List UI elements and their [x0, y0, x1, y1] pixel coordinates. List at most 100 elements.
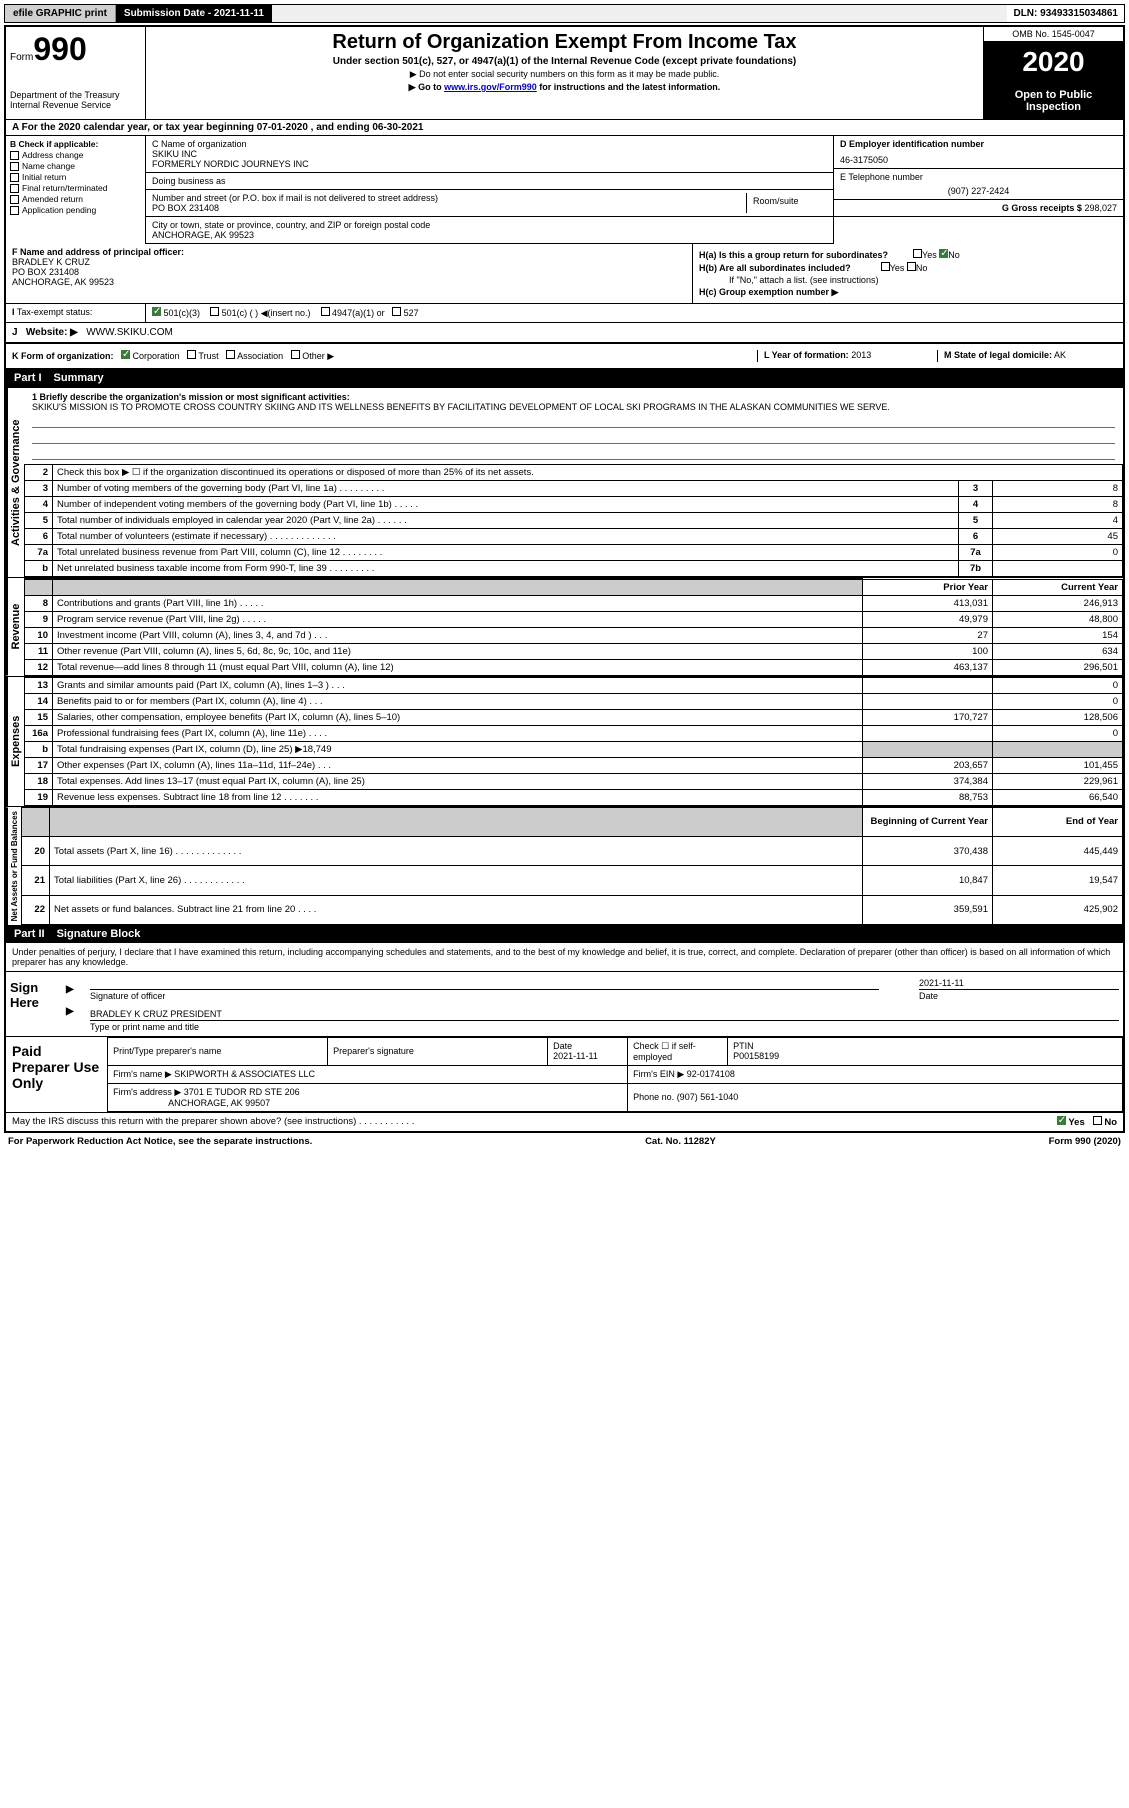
chk-527[interactable] [392, 307, 401, 316]
l-value: 2013 [851, 350, 871, 360]
prep-name-label: Print/Type preparer's name [113, 1046, 322, 1056]
prep-date: 2021-11-11 [553, 1051, 622, 1061]
box-c: C Name of organization SKIKU INC FORMERL… [146, 136, 833, 244]
city-value: ANCHORAGE, AK 99523 [152, 230, 827, 240]
box-k: K Form of organization: Corporation Trus… [12, 350, 757, 362]
org-name-label: C Name of organization [152, 139, 827, 149]
vert-activities-governance: Activities & Governance [6, 388, 24, 577]
cat-no: Cat. No. 11282Y [645, 1136, 716, 1147]
box-f: F Name and address of principal officer:… [6, 244, 693, 303]
chk-501c3[interactable] [152, 307, 161, 316]
paid-preparer-label: Paid Preparer Use Only [6, 1037, 107, 1112]
sign-body: Signature of officer 2021-11-11 Date BRA… [86, 972, 1123, 1036]
box-i: I Tax-exempt status: 501(c)(3) 501(c) ( … [6, 304, 1123, 323]
m-value: AK [1054, 350, 1066, 360]
ein-label: D Employer identification number [840, 139, 984, 149]
chk-name-change[interactable]: Name change [10, 161, 141, 171]
opt-assoc: Association [237, 351, 283, 361]
chk-501c[interactable] [210, 307, 219, 316]
ein-value: 46-3175050 [840, 155, 1117, 165]
form-990: Form990 Department of the Treasury Inter… [4, 25, 1125, 1133]
chk-initial-return[interactable]: Initial return [10, 172, 141, 182]
sign-here-label: Sign Here [6, 972, 66, 1036]
box-h: H(a) Is this a group return for subordin… [693, 244, 1123, 303]
firm-phone-label: Phone no. [633, 1092, 674, 1102]
dln: DLN: 93493315034861 [1007, 5, 1124, 22]
table-row: 14Benefits paid to or for members (Part … [25, 693, 1123, 709]
chk-4947[interactable] [321, 307, 330, 316]
tax-year: 2020 [984, 42, 1123, 83]
table-row: 6Total number of volunteers (estimate if… [25, 529, 1123, 545]
hc-text: H(c) Group exemption number ▶ [699, 287, 838, 297]
chk-address-change[interactable]: Address change [10, 150, 141, 160]
discuss-yes-chk[interactable] [1057, 1116, 1066, 1125]
chk-trust[interactable] [187, 350, 196, 359]
ha-text: H(a) Is this a group return for subordin… [699, 250, 888, 260]
hb-no[interactable] [907, 262, 916, 271]
i-label: Tax-exempt status: [17, 307, 93, 317]
sign-date: 2021-11-11 [919, 976, 1119, 990]
officer-signature-field[interactable] [90, 976, 879, 990]
form990-link[interactable]: www.irs.gov/Form990 [444, 82, 537, 92]
preparer-table: Print/Type preparer's name Preparer's si… [107, 1037, 1123, 1112]
chk-amended[interactable]: Amended return [10, 194, 141, 204]
prep-row-3: Firm's address ▶ 3701 E TUDOR RD STE 206… [108, 1083, 1123, 1111]
box-j: J Website: ▶ WWW.SKIKU.COM [6, 323, 1123, 344]
chk-association[interactable] [226, 350, 235, 359]
opt-corp: Corporation [133, 351, 180, 361]
chk-application-pending[interactable]: Application pending [10, 205, 141, 215]
chk-label: Name change [22, 161, 75, 171]
current-year-header: Current Year [993, 579, 1123, 595]
part-i-num: Part I [14, 372, 42, 384]
table-row: 22Net assets or fund balances. Subtract … [22, 895, 1123, 924]
hb-text: H(b) Are all subordinates included? [699, 263, 851, 273]
main-title: Return of Organization Exempt From Incom… [154, 31, 975, 54]
blank-line [32, 414, 1115, 428]
chk-corporation[interactable] [121, 350, 130, 359]
chk-label: Initial return [22, 172, 66, 182]
table-row: 21Total liabilities (Part X, line 26) . … [22, 866, 1123, 895]
box-b: B Check if applicable: Address change Na… [6, 136, 146, 244]
mission-label: 1 Briefly describe the organization's mi… [32, 392, 350, 402]
table-row: bTotal fundraising expenses (Part IX, co… [25, 741, 1123, 757]
table-row: 17Other expenses (Part IX, column (A), l… [25, 757, 1123, 773]
officer-label: F Name and address of principal officer: [12, 247, 184, 257]
sig-label: Signature of officer [90, 991, 879, 1001]
hb-yes[interactable] [881, 262, 890, 271]
part-i-header: Part I Summary [6, 369, 1123, 387]
chk-other[interactable] [291, 350, 300, 359]
chk-final-return[interactable]: Final return/terminated [10, 183, 141, 193]
firm-addr-label: Firm's address ▶ [113, 1087, 181, 1097]
h-a: H(a) Is this a group return for subordin… [699, 249, 1117, 260]
discuss-no-chk[interactable] [1093, 1116, 1102, 1125]
phone-label: E Telephone number [840, 172, 1117, 182]
box-d: D Employer identification number 46-3175… [834, 136, 1123, 169]
ha-no[interactable] [939, 249, 948, 258]
discuss-text: May the IRS discuss this return with the… [12, 1116, 1057, 1128]
header-right: OMB No. 1545-0047 2020 Open to Public In… [983, 27, 1123, 119]
revenue-table: Prior Year Current Year 8Contributions a… [24, 578, 1123, 676]
instruction-2: ▶ Go to www.irs.gov/Form990 for instruct… [154, 82, 975, 93]
ptin-value: P00158199 [733, 1051, 1117, 1061]
table-row: bNet unrelated business taxable income f… [25, 561, 1123, 577]
klm-row: K Form of organization: Corporation Trus… [6, 344, 1123, 369]
irs-label: Internal Revenue Service [10, 100, 141, 110]
h-b: H(b) Are all subordinates included? Yes … [699, 262, 1117, 273]
end-year-header: End of Year [993, 807, 1123, 836]
table-row: 9Program service revenue (Part VIII, lin… [25, 611, 1123, 627]
right-info-col: D Employer identification number 46-3175… [833, 136, 1123, 244]
subtitle: Under section 501(c), 527, or 4947(a)(1)… [154, 56, 975, 67]
table-row: 18Total expenses. Add lines 13–17 (must … [25, 773, 1123, 789]
net-header-row: Beginning of Current Year End of Year [22, 807, 1123, 836]
line-a-text: For the 2020 calendar year, or tax year … [22, 122, 424, 133]
prep-sig-label: Preparer's signature [333, 1046, 542, 1056]
ha-yes[interactable] [913, 249, 922, 258]
chk-label: Application pending [22, 205, 96, 215]
self-employed-chk[interactable]: Check ☐ if self-employed [633, 1041, 722, 1062]
firm-phone: (907) 561-1040 [677, 1092, 739, 1102]
address-cell: Number and street (or P.O. box if mail i… [146, 190, 833, 217]
firm-label: Firm's name ▶ [113, 1069, 172, 1079]
prep-row-1: Print/Type preparer's name Preparer's si… [108, 1037, 1123, 1065]
efile-button[interactable]: efile GRAPHIC print [5, 5, 116, 22]
mission-text: SKIKU'S MISSION IS TO PROMOTE CROSS COUN… [32, 402, 1115, 412]
